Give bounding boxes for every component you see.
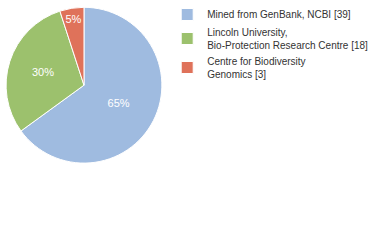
svg-text:Mined from GenBank, NCBI [39]: Mined from GenBank, NCBI [39] bbox=[207, 9, 351, 20]
svg-text:Lincoln University,Bio-Protect: Lincoln University,Bio-Protection Resear… bbox=[207, 27, 368, 51]
svg-text:65%: 65% bbox=[108, 97, 130, 109]
svg-text:Centre for BiodiversityGenomic: Centre for BiodiversityGenomics [3] bbox=[207, 56, 305, 80]
svg-text:5%: 5% bbox=[65, 13, 81, 25]
svg-text:30%: 30% bbox=[32, 66, 54, 78]
